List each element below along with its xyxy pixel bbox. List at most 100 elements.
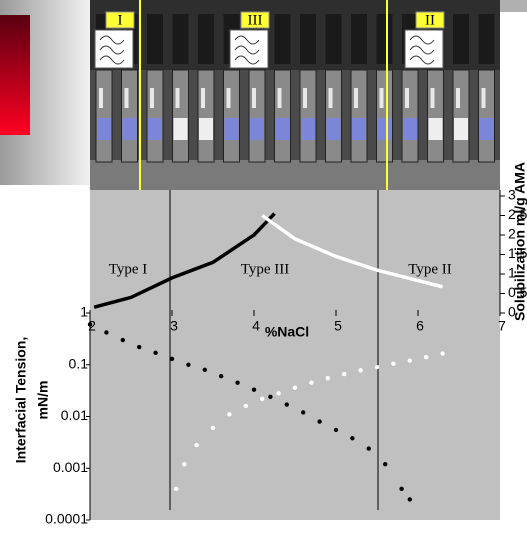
vial-phase bbox=[301, 118, 315, 140]
micelle-squiggle bbox=[234, 35, 260, 65]
y-axis-label: mN/m bbox=[35, 381, 51, 420]
ift-point bbox=[284, 402, 289, 407]
vial-cap bbox=[376, 14, 393, 64]
vial bbox=[325, 69, 342, 163]
ift-point bbox=[424, 354, 429, 360]
type-label-box bbox=[240, 11, 270, 29]
y-tick-label: 0.5 bbox=[508, 284, 527, 300]
vial-phase bbox=[97, 118, 111, 140]
vial-glint bbox=[124, 88, 129, 108]
x-tick-label: 7 bbox=[498, 318, 506, 334]
region-label: Type III bbox=[241, 261, 290, 277]
ift-point bbox=[251, 387, 257, 392]
y-axis-label: Interfacial Tension, bbox=[13, 337, 29, 464]
x-tick-label: 6 bbox=[416, 318, 424, 334]
region-label: Type II bbox=[408, 261, 452, 277]
vial bbox=[401, 69, 419, 163]
x-tick-label: 4 bbox=[252, 318, 260, 334]
type-label-box bbox=[415, 11, 445, 29]
y-axis-label: Solubilization ml/g AMA bbox=[512, 162, 527, 321]
vial-phase bbox=[352, 118, 366, 140]
vial-glint bbox=[226, 88, 231, 108]
vial bbox=[274, 69, 291, 163]
accent-bar bbox=[0, 15, 30, 135]
plot-area bbox=[90, 190, 500, 313]
ift-point bbox=[342, 371, 347, 377]
vial-cap bbox=[453, 14, 469, 64]
ift-point bbox=[407, 358, 412, 363]
ift-point bbox=[358, 368, 363, 373]
region-label: Type I bbox=[109, 261, 148, 277]
vial-phase bbox=[122, 118, 137, 140]
y-tick-label: 2 bbox=[508, 226, 516, 242]
vial bbox=[121, 69, 138, 163]
vial-glint bbox=[150, 88, 154, 108]
rack bbox=[90, 160, 500, 190]
vial-cap bbox=[274, 14, 291, 64]
vial-cap bbox=[172, 14, 189, 64]
x-axis-label: %NaCl bbox=[265, 324, 309, 340]
ift-point bbox=[227, 412, 232, 417]
vial-glint bbox=[303, 88, 307, 108]
ift-point bbox=[276, 391, 281, 396]
vial-glint bbox=[405, 88, 409, 108]
vial bbox=[248, 69, 266, 163]
vial-phase bbox=[148, 118, 162, 140]
vial bbox=[376, 69, 393, 163]
vial-cap bbox=[351, 14, 367, 64]
ift-point bbox=[301, 410, 306, 415]
ift-point bbox=[440, 351, 445, 356]
vial bbox=[172, 69, 189, 163]
vial-phase bbox=[403, 118, 417, 140]
ift-point bbox=[366, 446, 371, 451]
ift-point bbox=[202, 367, 207, 372]
vial-glint bbox=[481, 88, 486, 108]
x-tick-label: 3 bbox=[170, 318, 178, 334]
x-tick-label: 2 bbox=[88, 318, 96, 334]
vial-phase bbox=[454, 118, 468, 140]
ift-point bbox=[210, 425, 216, 431]
vial-glint bbox=[328, 88, 333, 108]
vial-glint bbox=[277, 88, 282, 108]
vial-glint bbox=[430, 88, 435, 108]
y-tick-label: 0.001 bbox=[53, 459, 88, 475]
x-tick-label: 5 bbox=[334, 318, 342, 334]
vial-glint bbox=[252, 88, 256, 108]
ift-point bbox=[182, 461, 187, 467]
vial-glint bbox=[354, 88, 358, 108]
ift-point bbox=[173, 486, 179, 492]
type-label: II bbox=[425, 12, 435, 28]
vial-glint bbox=[379, 88, 384, 108]
vial-glint bbox=[175, 88, 180, 108]
vial-cap bbox=[325, 14, 342, 64]
y-tick-label: 1 bbox=[508, 265, 516, 281]
vial-phase bbox=[479, 118, 494, 140]
vial bbox=[478, 69, 495, 163]
vial bbox=[197, 69, 215, 163]
ift-point bbox=[407, 497, 412, 502]
ift-point bbox=[194, 442, 199, 448]
vial bbox=[350, 69, 368, 163]
ift-point bbox=[169, 356, 175, 362]
y-tick-label: 3 bbox=[508, 187, 516, 203]
ift-point bbox=[391, 361, 396, 366]
vial-glint bbox=[201, 88, 205, 108]
plot-area bbox=[90, 313, 500, 520]
ift-point bbox=[325, 375, 330, 381]
solubilization-curve bbox=[261, 214, 444, 289]
ift-point bbox=[399, 486, 404, 492]
micelle-squiggle bbox=[99, 35, 125, 65]
vial bbox=[95, 69, 113, 163]
type-label: I bbox=[118, 12, 123, 28]
y-tick-label: 2.5 bbox=[508, 206, 527, 222]
ift-point bbox=[137, 344, 142, 350]
vial-phase bbox=[199, 118, 213, 140]
vial-phase bbox=[326, 118, 341, 140]
ift-point bbox=[260, 396, 265, 401]
vial-phase bbox=[275, 118, 290, 140]
vial-photo: I III II bbox=[90, 0, 500, 190]
y-tick-label: 1.5 bbox=[508, 245, 527, 261]
vial-phase bbox=[173, 118, 188, 140]
vial bbox=[452, 69, 470, 163]
